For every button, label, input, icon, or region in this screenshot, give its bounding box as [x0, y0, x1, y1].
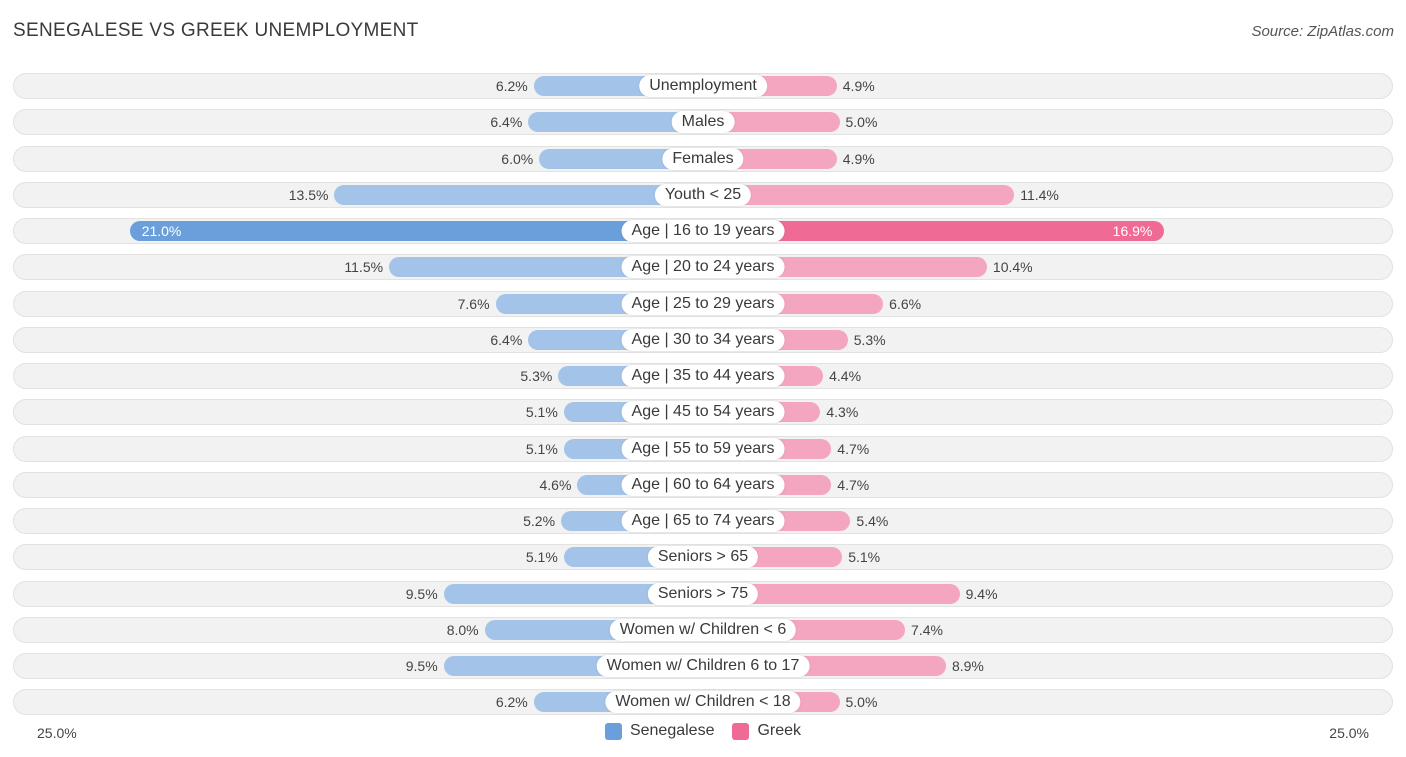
category-label-unemployment: Unemployment: [639, 75, 767, 97]
value-greek-women-w-children-6-to-17: 8.9%: [951, 658, 984, 674]
value-greek-seniors-75: 9.4%: [965, 585, 998, 602]
axis-left-label: 25.0%: [37, 725, 77, 741]
value-greek-seniors-65: 5.1%: [848, 549, 881, 566]
category-label-age-16-to-19-years: Age | 16 to 19 years: [621, 220, 785, 242]
category-label-women-w-children-6: Women w/ Children < 6: [609, 618, 797, 641]
bar-senegalese-seniors-75[interactable]: [443, 583, 703, 604]
value-senegalese-women-w-children-18: 6.2%: [495, 694, 528, 711]
value-senegalese-age-30-to-34-years: 6.4%: [490, 331, 523, 348]
value-senegalese-seniors-75: 9.5%: [405, 585, 438, 602]
legend-label-senegalese: Senegalese: [629, 722, 715, 739]
category-label-age-55-to-59-years: Age | 55 to 59 years: [621, 437, 785, 460]
legend: Senegalese Greek: [0, 722, 1406, 740]
value-greek-age-30-to-34-years: 5.3%: [853, 331, 886, 348]
bar-senegalese-age-16-to-19-years[interactable]: [129, 221, 703, 241]
category-label-age-30-to-34-years: Age | 30 to 34 years: [621, 328, 785, 351]
value-senegalese-females: 6.0%: [501, 150, 534, 167]
category-label-seniors-65: Seniors > 65: [647, 546, 759, 569]
category-label-age-20-to-24-years: Age | 20 to 24 years: [621, 256, 785, 279]
value-senegalese-women-w-children-6: 8.0%: [446, 621, 479, 638]
value-senegalese-age-35-to-44-years: 5.3%: [520, 368, 553, 384]
value-senegalese-age-60-to-64-years: 4.6%: [539, 476, 572, 493]
category-label-women-w-children-6-to-17: Women w/ Children 6 to 17: [596, 655, 810, 677]
value-greek-age-55-to-59-years: 4.7%: [837, 440, 870, 457]
value-greek-age-60-to-64-years: 4.7%: [837, 476, 870, 493]
legend-label-greek: Greek: [757, 722, 802, 739]
category-label-age-35-to-44-years: Age | 35 to 44 years: [621, 365, 785, 387]
bar-greek-youth-25[interactable]: [703, 184, 1015, 205]
bar-greek-males[interactable]: [703, 112, 840, 133]
legend-item-senegalese[interactable]: Senegalese: [604, 722, 715, 740]
value-senegalese-age-45-to-54-years: 5.1%: [525, 404, 558, 421]
value-greek-age-25-to-29-years: 6.6%: [889, 295, 922, 312]
bar-senegalese-females[interactable]: [539, 148, 703, 169]
category-label-age-25-to-29-years: Age | 25 to 29 years: [621, 292, 785, 315]
value-senegalese-unemployment: 6.2%: [495, 78, 528, 94]
legend-swatch-senegalese: [604, 722, 622, 740]
value-senegalese-youth-25: 13.5%: [288, 186, 329, 203]
value-senegalese-age-25-to-29-years: 7.6%: [457, 295, 490, 312]
category-label-males: Males: [671, 111, 735, 134]
value-greek-age-16-to-19-years: 16.9%: [1112, 223, 1153, 239]
category-label-women-w-children-18: Women w/ Children < 18: [605, 691, 801, 714]
category-label-youth-25: Youth < 25: [654, 183, 752, 206]
category-label-females: Females: [662, 147, 744, 170]
value-senegalese-seniors-65: 5.1%: [525, 549, 558, 566]
legend-item-greek[interactable]: Greek: [732, 722, 801, 740]
value-senegalese-males: 6.4%: [490, 114, 523, 131]
bar-greek-seniors-75[interactable]: [703, 583, 960, 604]
value-greek-age-20-to-24-years: 10.4%: [992, 259, 1033, 276]
legend-swatch-greek: [732, 722, 750, 740]
value-greek-women-w-children-6: 7.4%: [911, 621, 943, 638]
source-label: Source: ZipAtlas.com: [1251, 23, 1394, 40]
bar-senegalese-youth-25[interactable]: [334, 184, 703, 205]
category-label-seniors-75: Seniors > 75: [647, 582, 759, 605]
value-greek-females: 4.9%: [842, 150, 875, 167]
value-greek-males: 5.0%: [845, 114, 878, 131]
value-greek-women-w-children-18: 5.0%: [845, 694, 878, 711]
category-label-age-65-to-74-years: Age | 65 to 74 years: [621, 510, 785, 532]
value-senegalese-age-55-to-59-years: 5.1%: [525, 440, 558, 457]
value-greek-youth-25: 11.4%: [1020, 186, 1059, 203]
value-greek-age-65-to-74-years: 5.4%: [856, 513, 889, 529]
category-label-age-45-to-54-years: Age | 45 to 54 years: [621, 401, 785, 424]
axis-right-label: 25.0%: [1329, 725, 1369, 741]
value-senegalese-age-20-to-24-years: 11.5%: [344, 259, 384, 276]
bar-greek-age-16-to-19-years[interactable]: [703, 221, 1165, 241]
bar-senegalese-males[interactable]: [528, 112, 703, 133]
value-greek-unemployment: 4.9%: [842, 78, 875, 94]
chart-title: SENEGALESE VS GREEK UNEMPLOYMENT: [13, 20, 419, 41]
value-greek-age-35-to-44-years: 4.4%: [829, 368, 862, 384]
value-senegalese-age-16-to-19-years: 21.0%: [141, 223, 182, 239]
value-greek-age-45-to-54-years: 4.3%: [826, 404, 859, 421]
value-senegalese-women-w-children-6-to-17: 9.5%: [405, 658, 438, 674]
value-senegalese-age-65-to-74-years: 5.2%: [523, 513, 556, 529]
category-label-age-60-to-64-years: Age | 60 to 64 years: [621, 473, 785, 496]
